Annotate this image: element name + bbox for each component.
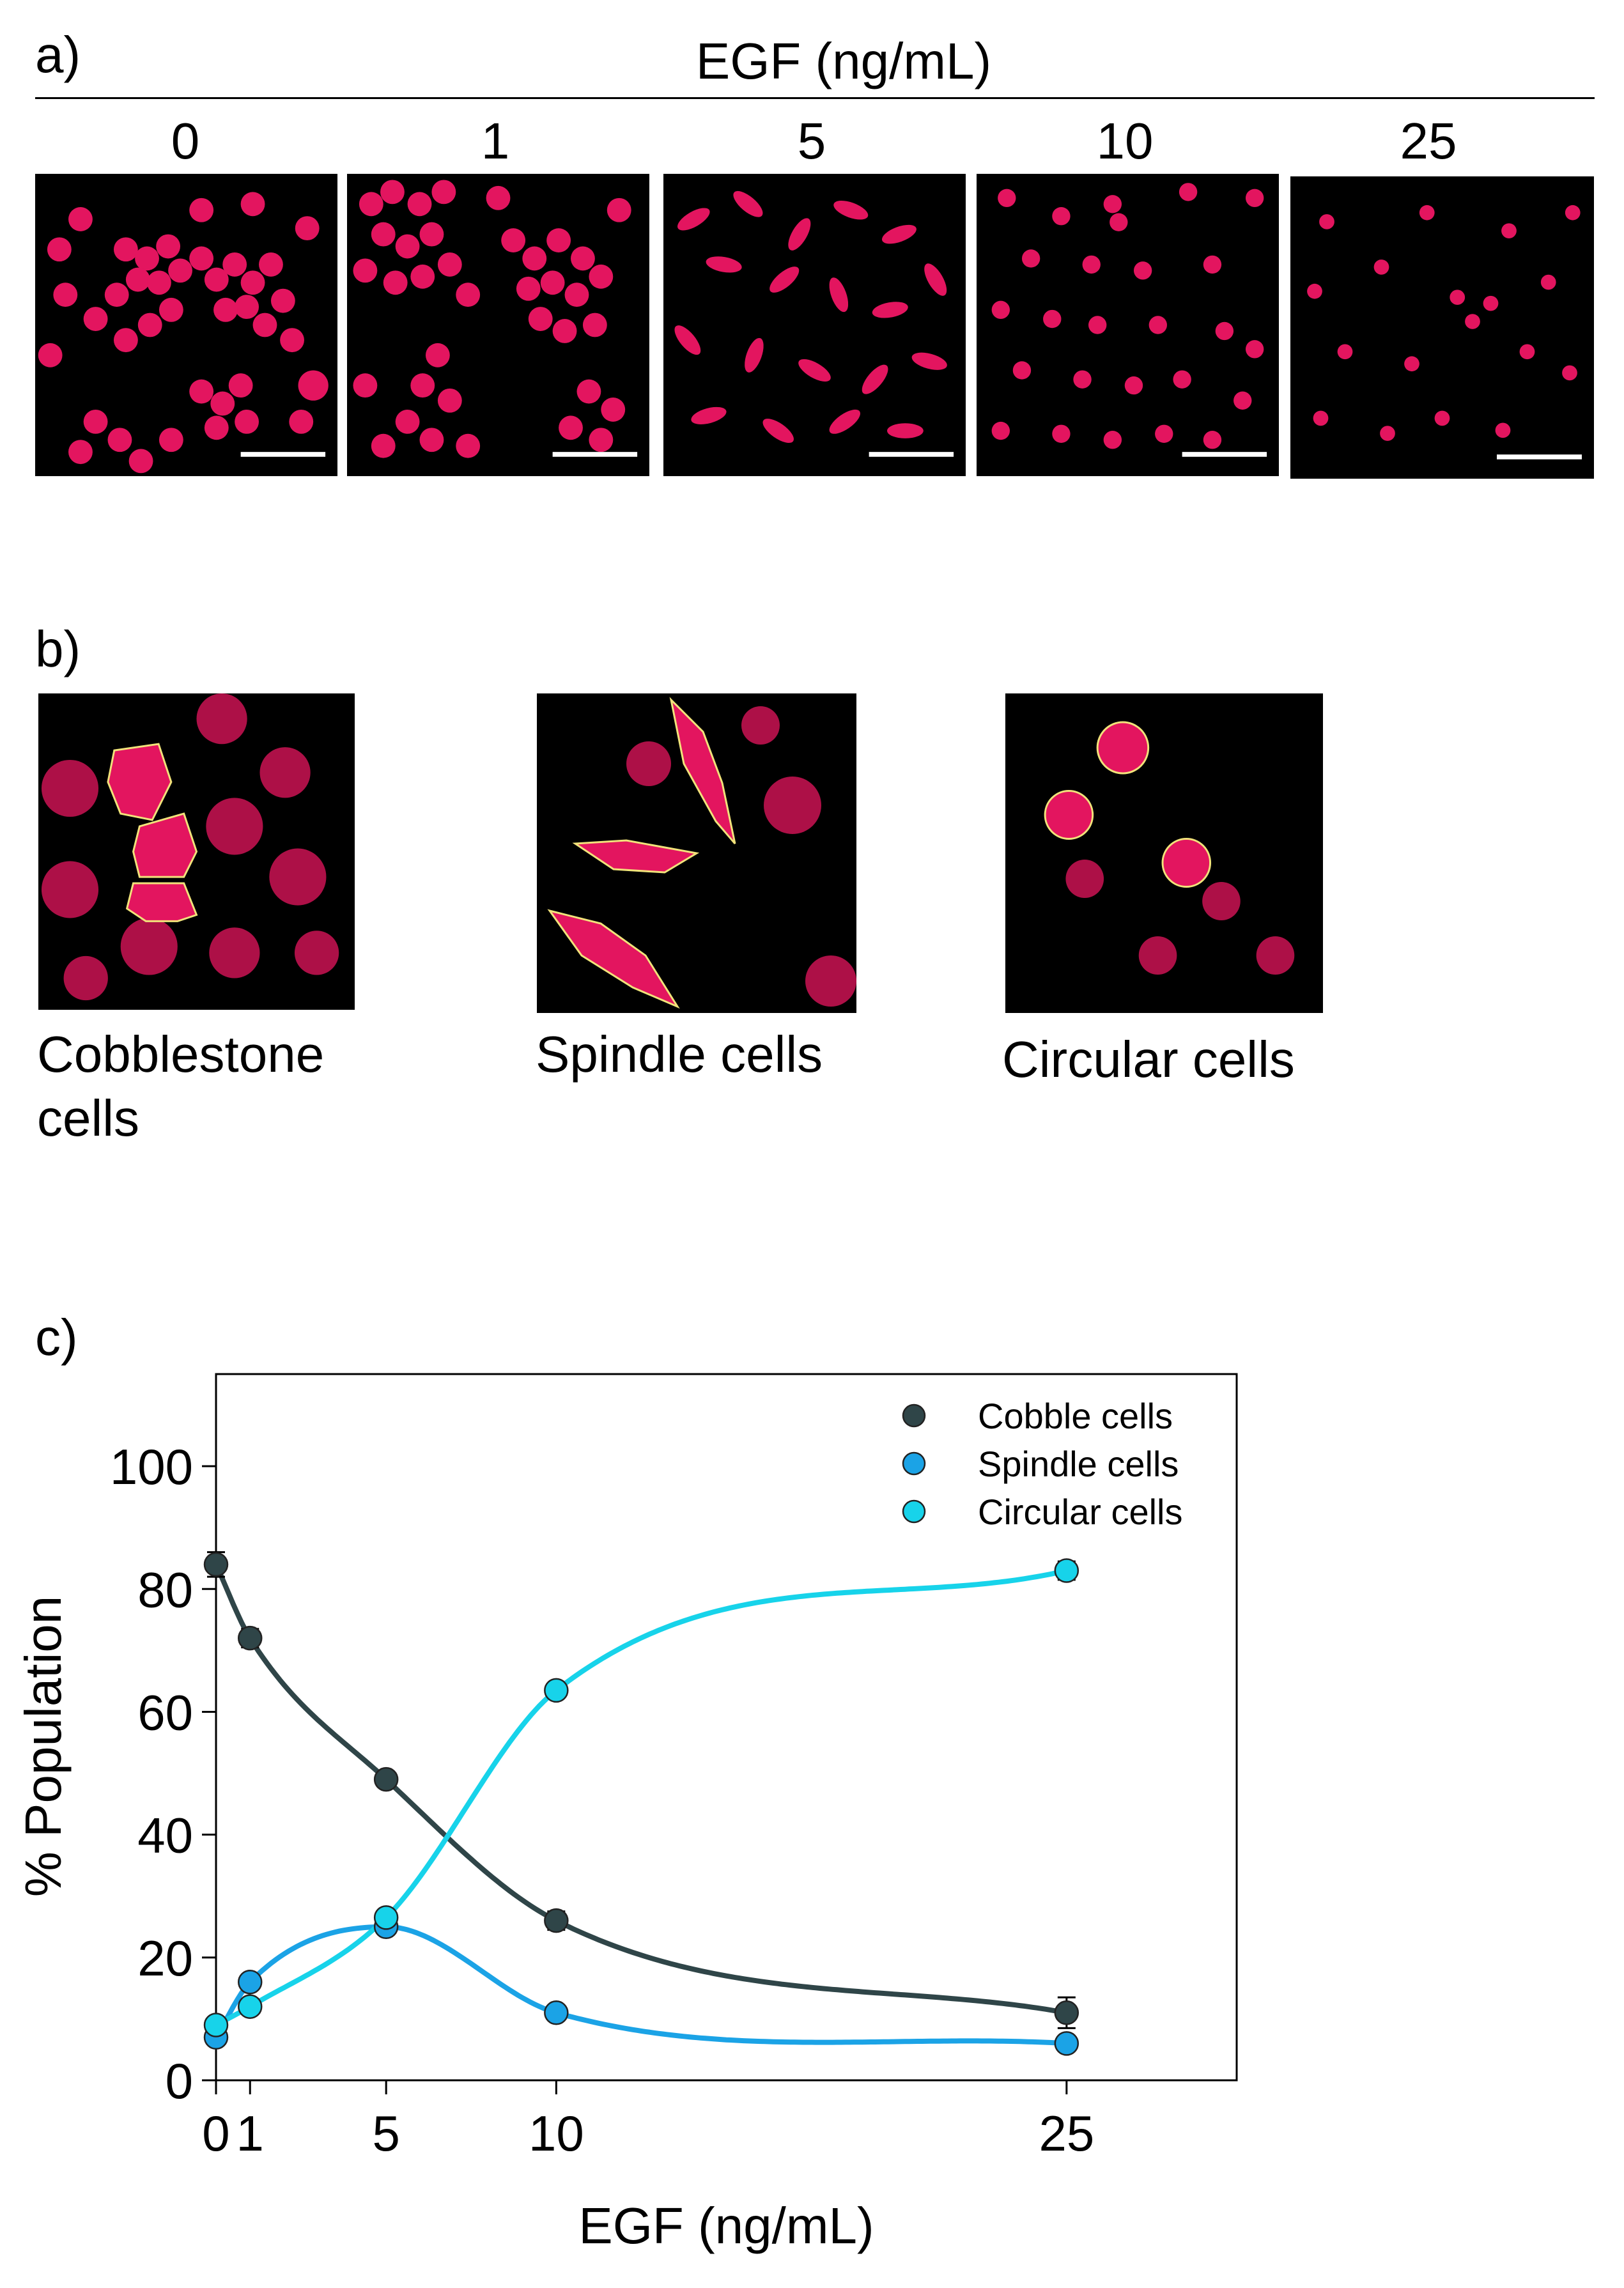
micrograph-egf-5: [663, 174, 966, 476]
legend-marker-2: [902, 1499, 926, 1524]
panel-b-label: b): [35, 621, 81, 677]
point-2-2: [373, 1905, 399, 1930]
morphology-label-cobblestone-line2: cells: [37, 1090, 140, 1147]
micrograph-egf-10: [977, 174, 1279, 476]
x-tick-label-10: 10: [529, 2105, 584, 2161]
y-axis-title: % Population: [15, 1596, 72, 1897]
concentration-label-0: 0: [171, 112, 200, 169]
y-tick-label-100: 100: [110, 1439, 193, 1495]
point-2-4: [1054, 1558, 1079, 1583]
plot-frame: [215, 1373, 1238, 2082]
fit-curves: [213, 1563, 1067, 2046]
x-tick-label-5: 5: [372, 2105, 399, 2161]
point-1-4: [1054, 2031, 1079, 2056]
point-2-0: [203, 2013, 229, 2037]
egf-header: EGF (ng/mL): [695, 33, 992, 89]
y-tick-label-20: 20: [137, 1930, 193, 1986]
fit-curve-1: [213, 1924, 1067, 2046]
data-points: [203, 1551, 1079, 2056]
morphology-label-cobblestone-line1: Cobblestone: [37, 1026, 325, 1083]
population-chart: c) 0 20 40 60 80 100 0 1 5 10 25 Cobble cells Spin…: [15, 1309, 1238, 2254]
x-tick-label-25: 25: [1039, 2105, 1094, 2161]
micrograph-egf-25: [1290, 176, 1594, 479]
micrograph-egf-0: [35, 174, 337, 476]
point-0-2: [373, 1766, 399, 1792]
point-2-3: [544, 1678, 569, 1703]
morphology-label-circular: Circular cells: [1002, 1031, 1295, 1088]
legend-label-1: Spindle cells: [978, 1444, 1179, 1484]
x-tick-label-0: 0: [202, 2105, 229, 2161]
y-tick-label-60: 60: [137, 1684, 193, 1740]
y-tick-label-80: 80: [137, 1561, 193, 1618]
circular-cell-image: [1005, 693, 1323, 1013]
cobblestone-cell-image: [38, 693, 355, 1010]
spindle-cell-image: [537, 693, 856, 1013]
point-0-0: [203, 1552, 229, 1577]
legend: Cobble cells Spindle cells Circular cells: [902, 1396, 1183, 1532]
x-axis: 0 1 5 10 25: [202, 2080, 1094, 2161]
point-0-3: [544, 1908, 569, 1933]
point-1-1: [237, 1970, 263, 1995]
point-0-4: [1054, 2000, 1079, 2025]
panel-c-label: c): [35, 1309, 78, 1366]
header-rule: [35, 97, 1595, 99]
fit-curve-0: [213, 1563, 1067, 2016]
legend-label-2: Circular cells: [978, 1492, 1183, 1532]
point-0-1: [237, 1625, 263, 1651]
morphology-label-spindle: Spindle cells: [536, 1026, 823, 1083]
legend-marker-1: [902, 1451, 926, 1476]
fit-curve-2: [215, 1568, 1067, 2028]
y-axis: 0 20 40 60 80 100: [110, 1439, 216, 2109]
point-2-1: [237, 1994, 263, 2019]
legend-marker-0: [902, 1403, 926, 1428]
x-axis-title: EGF (ng/mL): [578, 2197, 874, 2254]
morphology-label-cobblestone: Cobblestone cells: [37, 1023, 324, 1150]
concentration-label-5: 5: [797, 112, 826, 169]
legend-label-0: Cobble cells: [978, 1396, 1173, 1436]
y-tick-label-40: 40: [137, 1807, 193, 1864]
panel-a-label: a): [35, 26, 81, 83]
concentration-label-25: 25: [1400, 112, 1457, 169]
y-tick-label-0: 0: [166, 2053, 193, 2109]
x-tick-label-1: 1: [236, 2105, 264, 2161]
micrograph-egf-1: [347, 174, 649, 476]
concentration-label-10: 10: [1096, 112, 1154, 169]
point-1-3: [544, 2000, 569, 2025]
concentration-label-1: 1: [481, 112, 510, 169]
